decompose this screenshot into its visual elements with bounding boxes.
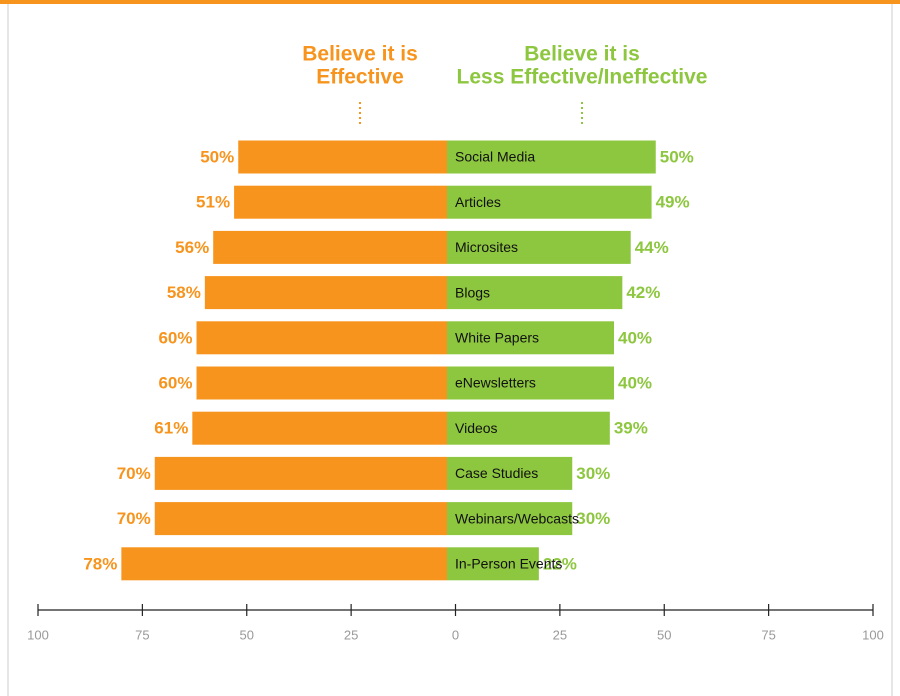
series-header: Less Effective/Ineffective (457, 66, 708, 89)
x-tick-label: 75 (135, 627, 149, 642)
value-label: 40% (618, 373, 652, 392)
bar (447, 411, 610, 445)
value-label: 61% (154, 419, 188, 438)
bar (204, 276, 447, 310)
x-tick-label: 0 (452, 627, 459, 642)
x-tick-label: 100 (862, 627, 884, 642)
bar (234, 185, 447, 219)
bar (447, 230, 631, 264)
value-label: 30% (576, 509, 610, 528)
value-label: 70% (117, 509, 151, 528)
x-tick-label: 25 (553, 627, 567, 642)
value-label: 78% (83, 554, 117, 573)
bar (447, 140, 656, 174)
value-label: 50% (660, 147, 694, 166)
x-tick-label: 50 (657, 627, 671, 642)
value-label: 22% (543, 554, 577, 573)
bar (196, 366, 447, 400)
category-label: White Papers (455, 330, 539, 346)
value-label: 56% (175, 238, 209, 257)
category-label: eNewsletters (455, 375, 536, 391)
bar (192, 411, 447, 445)
value-label: 44% (635, 238, 669, 257)
value-label: 42% (626, 283, 660, 302)
value-label: 49% (656, 193, 690, 212)
value-label: 30% (576, 464, 610, 483)
bar (213, 230, 447, 264)
bar (447, 321, 614, 355)
value-label: 70% (117, 464, 151, 483)
value-label: 50% (200, 147, 234, 166)
bar (154, 502, 447, 536)
top-rule (0, 0, 900, 4)
series-header: Believe it is (302, 43, 418, 66)
value-label: 60% (158, 373, 192, 392)
x-tick-label: 75 (761, 627, 775, 642)
value-label: 40% (618, 328, 652, 347)
bar (447, 366, 614, 400)
value-label: 39% (614, 419, 648, 438)
bar (447, 547, 539, 581)
bar (238, 140, 447, 174)
value-label: 60% (158, 328, 192, 347)
category-label: Articles (455, 194, 501, 210)
bar (196, 321, 447, 355)
series-header: Believe it is (524, 43, 640, 66)
bar (447, 502, 573, 536)
bar (447, 456, 573, 490)
category-label: Blogs (455, 284, 490, 300)
x-tick-label: 25 (344, 627, 358, 642)
bar (154, 456, 447, 490)
category-label: Webinars/Webcasts (455, 510, 579, 526)
category-label: In-Person Events (455, 556, 562, 572)
bar (447, 276, 623, 310)
series-header: Effective (316, 66, 404, 89)
value-label: 58% (167, 283, 201, 302)
x-tick-label: 50 (240, 627, 254, 642)
category-label: Case Studies (455, 465, 538, 481)
value-label: 51% (196, 193, 230, 212)
bar (121, 547, 447, 581)
category-label: Videos (455, 420, 498, 436)
bar (447, 185, 652, 219)
x-tick-label: 100 (27, 627, 49, 642)
category-label: Social Media (455, 149, 535, 165)
category-label: Microsites (455, 239, 518, 255)
